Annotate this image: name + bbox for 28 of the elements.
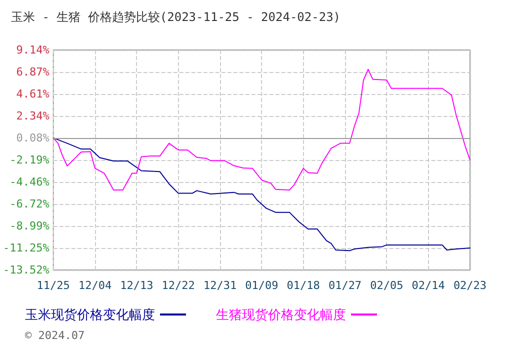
y-tick-label: 9.14% xyxy=(16,44,50,56)
x-tick-label: 12/13 xyxy=(120,279,154,292)
line-series xyxy=(52,137,470,252)
x-tick-label: 12/31 xyxy=(203,279,237,292)
x-tick-label: 12/04 xyxy=(78,279,112,292)
x-tick-label: 02/14 xyxy=(412,279,446,292)
y-tick-label: -6.72% xyxy=(10,197,50,210)
chart-title: 玉米 - 生猪 价格趋势比较(2023-11-25 - 2024-02-23) xyxy=(11,10,341,24)
x-tick-label: 02/23 xyxy=(453,279,487,292)
y-tick-label: 0.08% xyxy=(16,131,50,144)
x-tick-label: 12/22 xyxy=(162,279,195,292)
x-tick-label: 11/25 xyxy=(36,279,70,292)
y-tick-label: -8.99% xyxy=(10,220,50,233)
legend-label: 玉米现货价格变化幅度 xyxy=(25,307,155,322)
line-series xyxy=(52,68,470,190)
text: © 2024.07 xyxy=(25,329,85,342)
x-tick-label: 01/27 xyxy=(328,279,362,292)
y-tick-label: -13.52% xyxy=(3,264,50,276)
x-tick-label: 01/18 xyxy=(286,279,320,292)
x-tick-label: 01/09 xyxy=(245,279,278,292)
y-tick-label: -4.46% xyxy=(10,176,50,189)
y-tick-label: 6.87% xyxy=(16,66,50,79)
legend-label: 生猪现货价格变化幅度 xyxy=(216,307,346,322)
y-tick-label: -11.25% xyxy=(3,241,50,254)
y-tick-label: 4.61% xyxy=(16,87,50,100)
y-tick-label: 2.34% xyxy=(16,110,50,123)
x-tick-label: 02/05 xyxy=(370,279,404,292)
y-tick-label: -2.19% xyxy=(10,154,50,166)
